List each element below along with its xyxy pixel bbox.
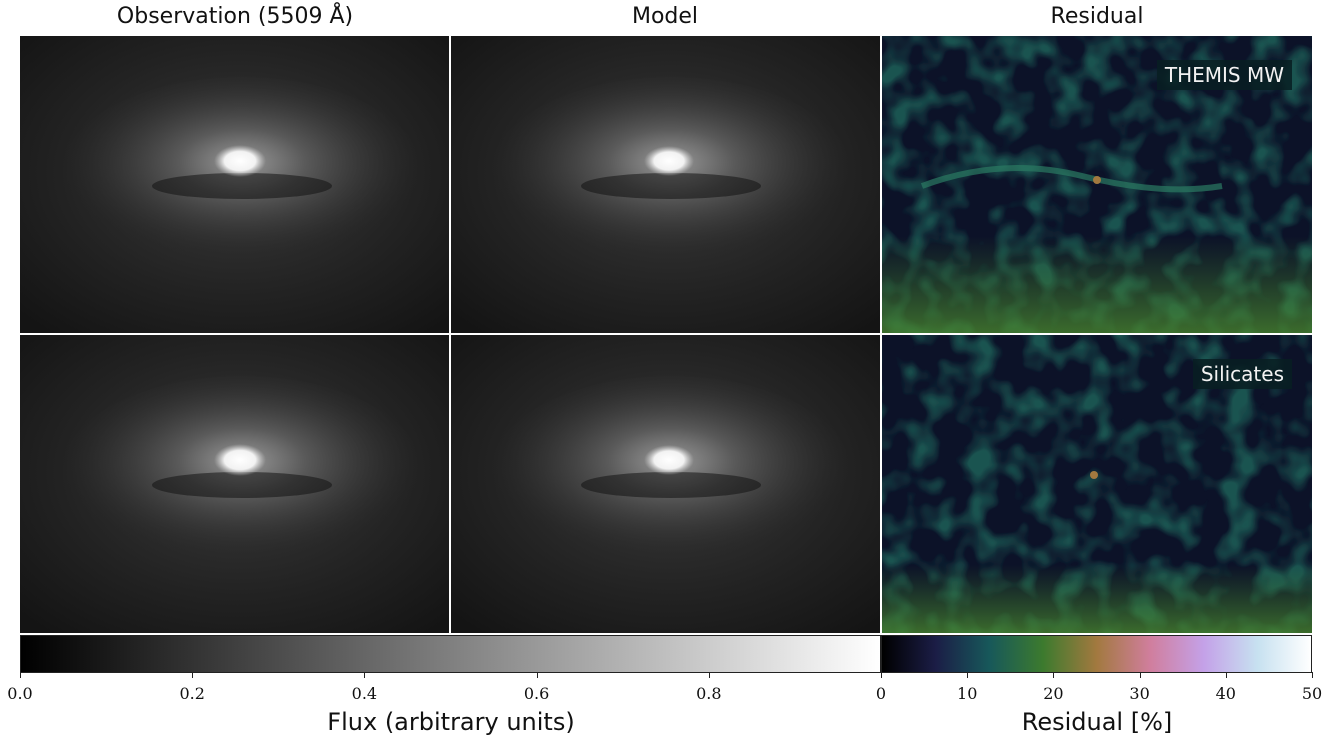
flux-tick xyxy=(192,672,194,678)
observation-panel-themis xyxy=(20,36,449,333)
residual-tick-label: 30 xyxy=(1129,684,1150,703)
flux-tick xyxy=(708,672,710,678)
residual-colorbar-label: Residual [%] xyxy=(1021,708,1173,736)
model-panel-silicates xyxy=(451,335,880,633)
flux-tick-label: 0.0 xyxy=(7,684,33,703)
column-title-residual: Residual xyxy=(1050,4,1144,29)
residual-tick xyxy=(881,672,882,678)
row-label-themis-mw: THEMIS MW xyxy=(1156,60,1292,90)
flux-tick-label: 0.4 xyxy=(351,684,378,703)
flux-tick xyxy=(364,672,366,678)
flux-tick xyxy=(536,672,538,678)
column-title-observation: Observation (5509 Å) xyxy=(116,4,354,29)
flux-tick-label: 0.2 xyxy=(179,684,205,703)
residual-tick xyxy=(1053,672,1055,678)
residual-panel-themis: THEMIS MW xyxy=(882,36,1312,333)
residual-colorbar xyxy=(881,635,1312,673)
flux-tick xyxy=(20,672,21,678)
residual-tick xyxy=(967,672,969,678)
residual-tick xyxy=(1312,672,1313,678)
flux-tick-label: 0.6 xyxy=(523,684,550,703)
residual-tick xyxy=(1225,672,1227,678)
residual-tick-label: 50 xyxy=(1301,684,1323,703)
residual-tick-label: 0 xyxy=(875,684,887,703)
column-title-model: Model xyxy=(631,4,699,29)
model-panel-themis xyxy=(451,36,880,333)
flux-colorbar xyxy=(20,635,881,673)
residual-tick-label: 20 xyxy=(1043,684,1064,703)
residual-tick-label: 40 xyxy=(1215,684,1236,703)
residual-tick-label: 10 xyxy=(957,684,978,703)
flux-colorbar-label: Flux (arbitrary units) xyxy=(327,708,575,736)
residual-tick xyxy=(1139,672,1141,678)
observation-panel-silicates xyxy=(20,335,449,633)
row-label-silicates: Silicates xyxy=(1192,359,1292,389)
residual-panel-silicates: Silicates xyxy=(882,335,1312,633)
flux-tick-label: 0.8 xyxy=(696,684,722,703)
